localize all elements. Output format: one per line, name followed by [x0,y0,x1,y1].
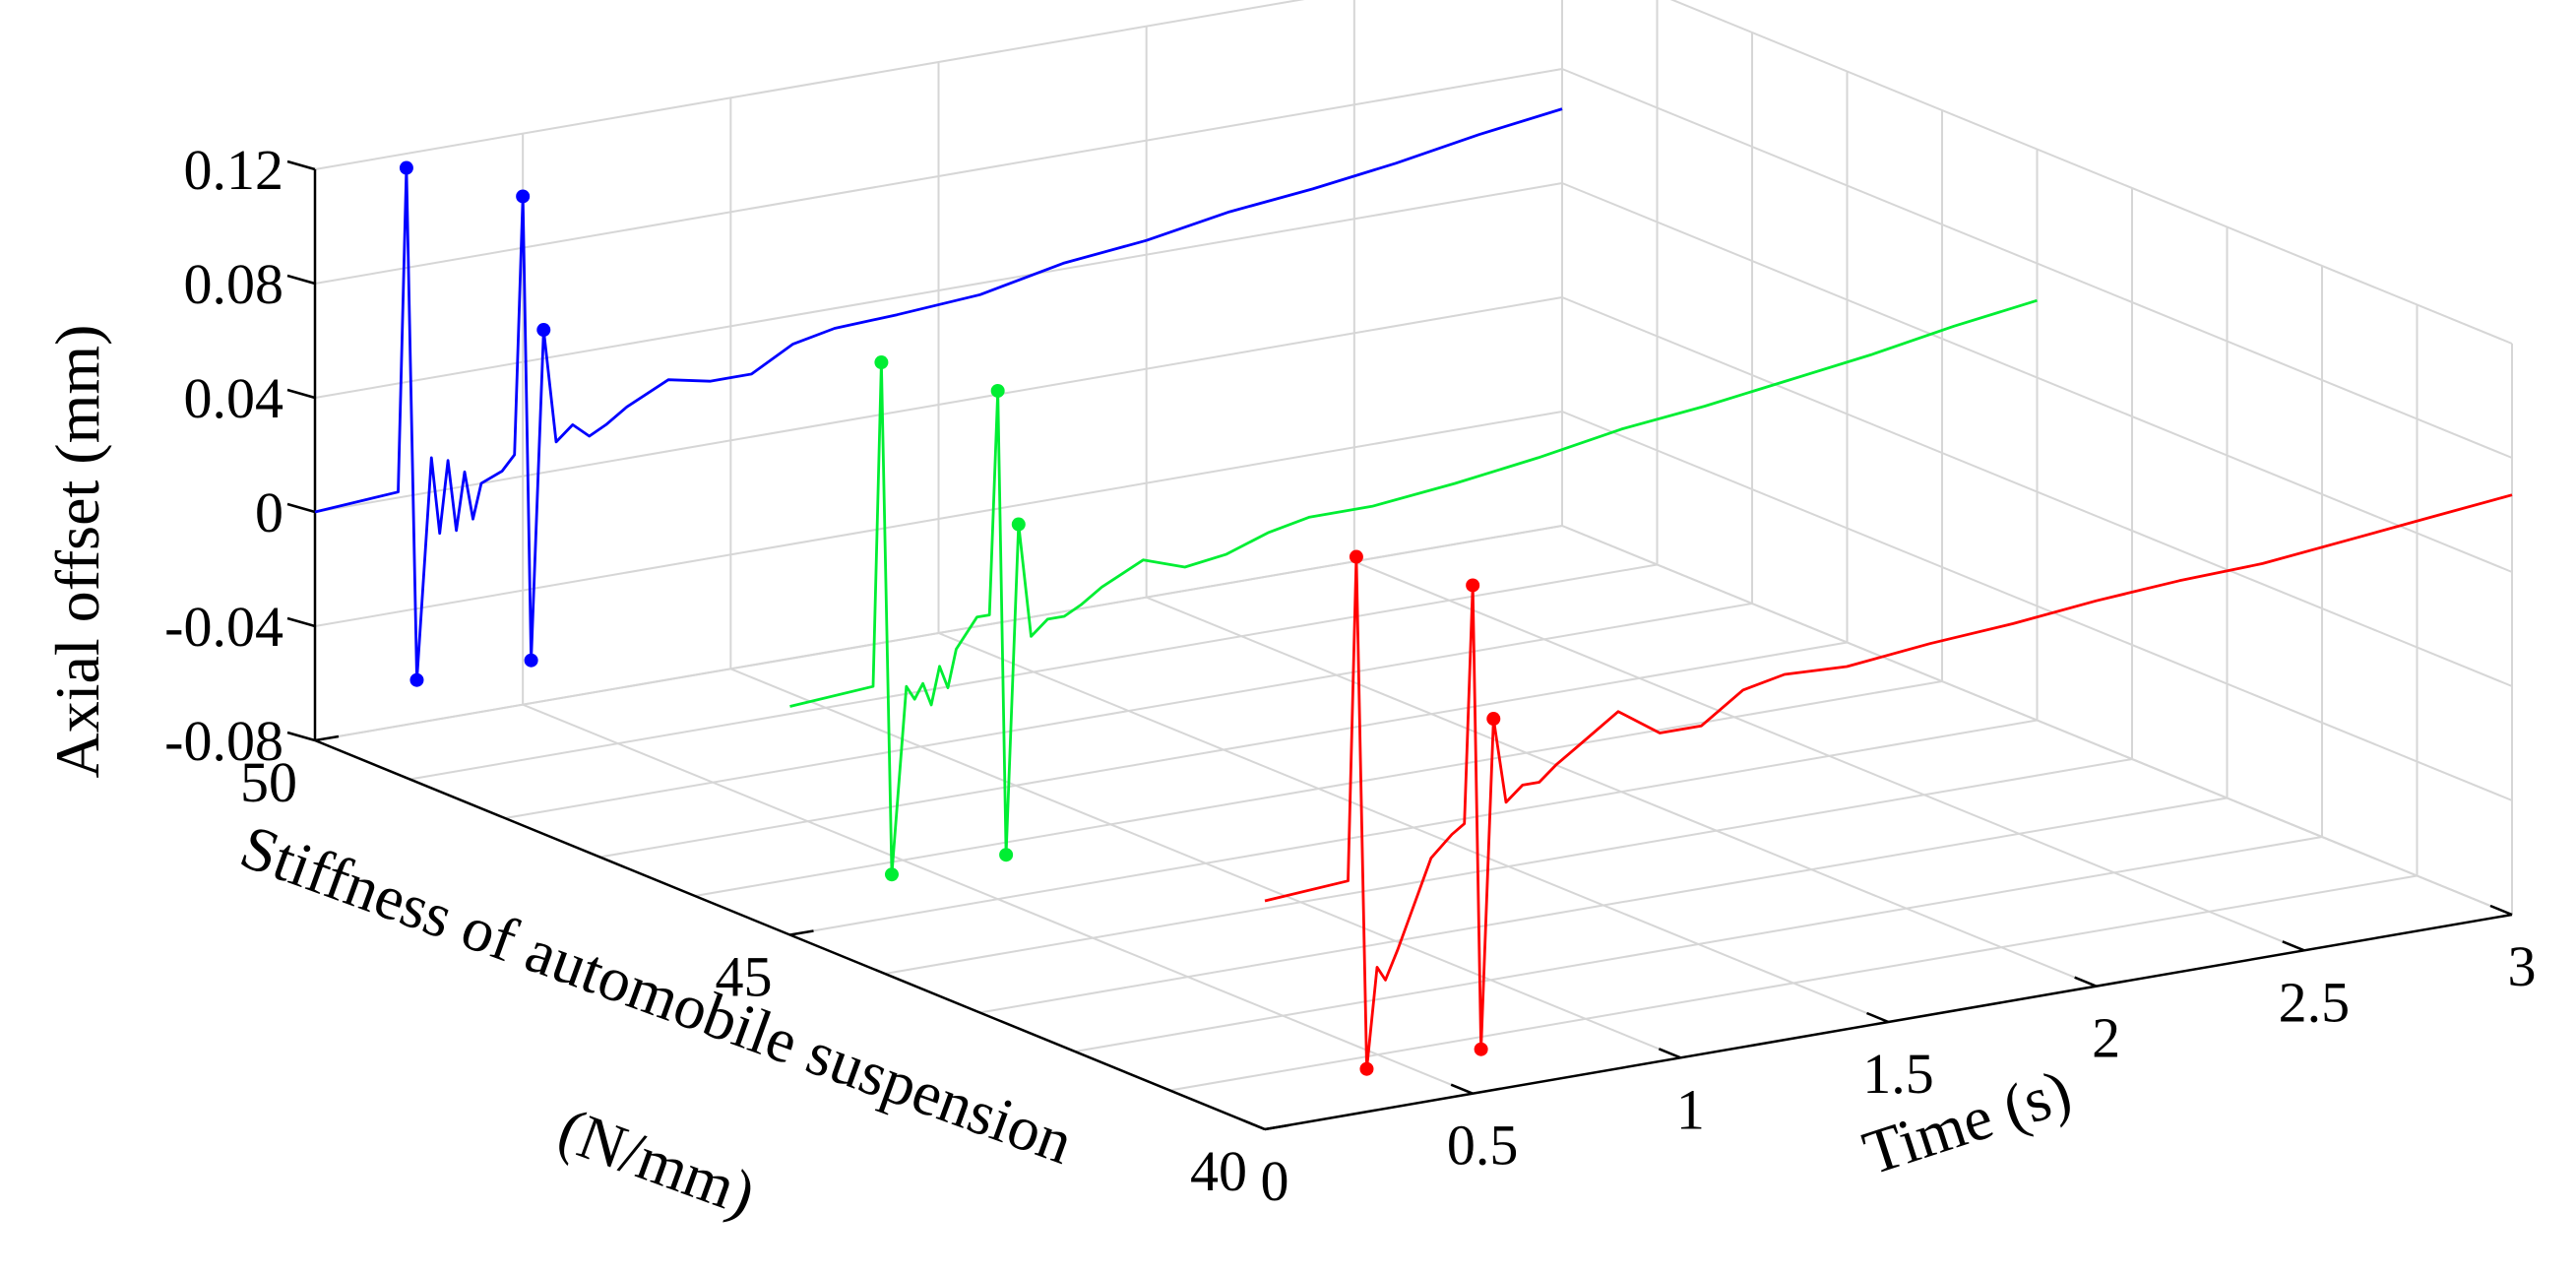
grid-side-z [1561,525,2513,916]
x-tick [1866,1011,1889,1024]
z-tick-label: -0.08 [164,709,283,773]
data-series [314,107,2513,1076]
grid-back-z [314,182,1563,399]
series-45 [789,298,2038,882]
y-tick [789,929,814,936]
z-tick [286,274,316,286]
grid-side-z [1561,296,2513,687]
x-tick [1242,1118,1266,1131]
peak-marker-45 [999,848,1014,862]
peak-marker-45 [874,355,889,370]
y-tick [1264,1123,1289,1131]
x-tick [2489,904,2513,917]
peak-marker-45 [1011,517,1026,532]
peak-marker-45 [990,383,1005,398]
peak-marker-40 [1349,549,1363,564]
grid-floor-stiffness [409,563,1658,781]
peak-marker-50 [409,672,424,687]
grid-side-z [1669,0,2513,345]
peak-marker-40 [1486,712,1501,727]
x-tick [1450,1083,1474,1095]
series-40 [1264,493,2513,1076]
grid-floor-stiffness [979,797,2228,1014]
peak-marker-40 [1466,578,1480,593]
axis-lines [286,159,2513,1131]
series-line-50 [314,107,1563,682]
series-line-40 [1264,493,2513,1071]
z-axis-title: Axial offset (mm) [42,325,112,779]
z-tick [286,731,316,742]
peak-marker-40 [1359,1061,1374,1076]
grid-back-z [314,0,1305,170]
z-tick-label: 0 [255,480,283,544]
grid-floor-stiffness [1074,836,2323,1052]
tick-labels: 0 0.5 1 1.5 2 2.5 3 40 45 50-0.08 -0.04 0 0.04 0.08 0.… [164,138,2536,1213]
x-tick [2282,940,2305,952]
grid-back-z [314,411,1563,627]
x-tick-label: 2 [2092,1006,2120,1070]
grid-side-z [1561,68,2513,459]
z-tick-label: 0.04 [184,366,284,430]
grid-back-z [314,296,1563,513]
grid-side-z [1561,182,2513,573]
x-tick-label: 0.5 [1447,1114,1519,1178]
y-tick-label: 50 [240,750,297,814]
y-axis-title-line2: (N/mm) [549,1094,764,1229]
grid-lines [314,0,2513,1130]
z-tick-label: -0.04 [164,595,283,659]
grid-floor-stiffness [599,641,1848,859]
peak-marker-50 [516,189,531,204]
series-line-45 [789,298,2038,876]
grid-side-z [1561,411,2513,801]
z-tick [286,388,316,400]
x-tick-label: 1.5 [1862,1042,1934,1106]
x-tick-label: 2.5 [2279,970,2351,1034]
series-50 [314,107,1563,687]
x-tick-label: 0 [1261,1149,1289,1213]
grid-floor-stiffness [504,603,1753,819]
x-tick [2074,976,2098,988]
y-tick [314,734,340,742]
peak-marker-50 [536,323,551,338]
peak-marker-45 [884,867,899,882]
peak-marker-50 [524,653,538,668]
z-tick [286,616,316,628]
grid-floor-stiffness [884,758,2133,975]
z-tick [286,159,316,171]
z-tick [286,502,316,514]
z-tick-label: 0.08 [184,252,284,316]
y-tick-label: 45 [716,945,773,1009]
z-tick-label: 0.12 [184,138,284,202]
x-tick-label: 1 [1676,1077,1705,1141]
x-tick [1658,1048,1681,1059]
grid-floor-stiffness [694,680,1943,897]
grid-floor-stiffness [789,719,2038,936]
y-axis-title-line1: Stiffness of automobile suspension [232,811,1082,1178]
peak-marker-50 [399,160,413,175]
y-tick-label: 40 [1190,1139,1247,1203]
grid-floor-stiffness [1169,874,2418,1092]
x-tick-label: 3 [2508,934,2537,998]
peak-marker-40 [1474,1042,1488,1056]
